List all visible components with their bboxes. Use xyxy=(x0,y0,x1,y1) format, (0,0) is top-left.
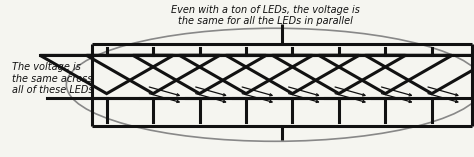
Text: The voltage is
the same across
all of these LEDs: The voltage is the same across all of th… xyxy=(12,62,93,95)
Text: Even with a ton of LEDs, the voltage is
the same for all the LEDs in parallel: Even with a ton of LEDs, the voltage is … xyxy=(171,5,360,26)
